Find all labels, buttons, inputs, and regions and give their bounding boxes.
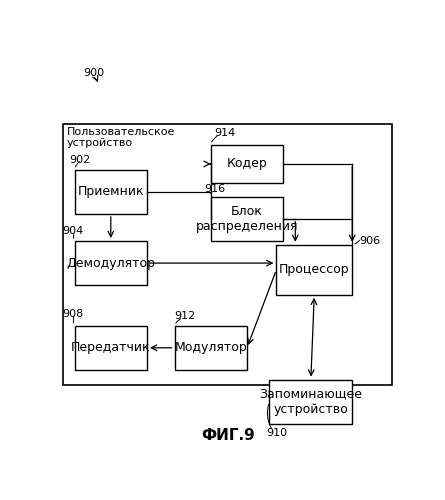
Text: Передатчик: Передатчик — [71, 342, 150, 354]
Bar — [276, 245, 352, 295]
Bar — [174, 326, 247, 370]
Text: 900: 900 — [83, 68, 104, 78]
Text: 906: 906 — [359, 236, 380, 246]
Bar — [75, 241, 147, 285]
Text: 916: 916 — [204, 184, 225, 194]
Bar — [211, 144, 283, 183]
Text: Приемник: Приемник — [77, 186, 144, 198]
Bar — [270, 380, 352, 424]
Text: 902: 902 — [69, 155, 91, 165]
Bar — [75, 170, 147, 214]
Bar — [75, 326, 147, 370]
Text: ФИГ.9: ФИГ.9 — [201, 428, 255, 443]
Text: Демодулятор: Демодулятор — [66, 256, 155, 270]
Text: Запоминающее
устройство: Запоминающее устройство — [259, 388, 362, 415]
Text: 912: 912 — [174, 311, 196, 321]
Text: Модулятор: Модулятор — [174, 342, 247, 354]
Text: 904: 904 — [62, 226, 84, 236]
Text: 914: 914 — [214, 128, 235, 138]
Text: Кодер: Кодер — [227, 158, 267, 170]
Bar — [62, 124, 392, 386]
Text: Процессор: Процессор — [279, 264, 350, 276]
Text: Блок
распределения: Блок распределения — [196, 205, 298, 233]
Text: 910: 910 — [266, 428, 287, 438]
Text: Пользовательское
устройство: Пользовательское устройство — [67, 126, 175, 148]
Bar — [211, 196, 283, 241]
Text: 908: 908 — [62, 309, 84, 319]
